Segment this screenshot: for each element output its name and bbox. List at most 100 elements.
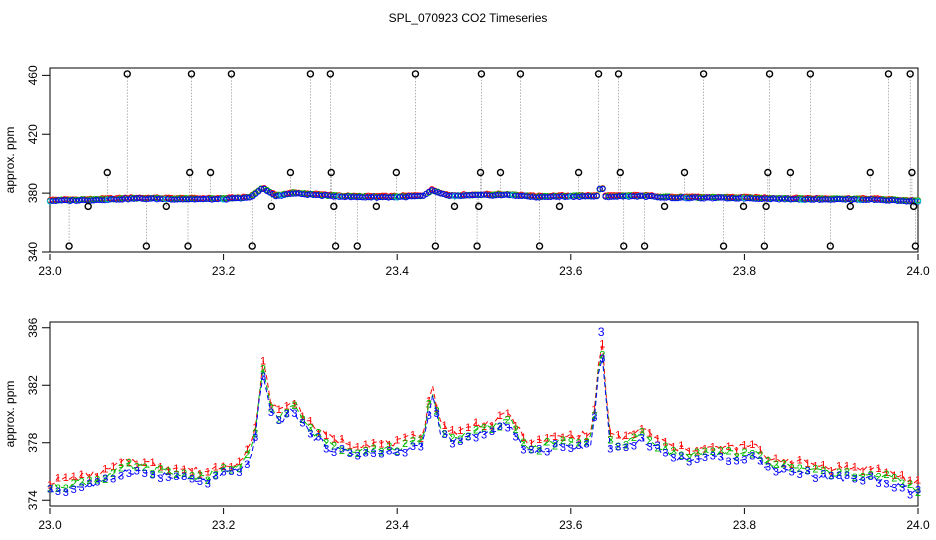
series-3-point — [894, 197, 901, 205]
series-3-marker: 3 — [157, 473, 163, 485]
outlier-point — [123, 70, 131, 78]
series-2-marker: 2 — [134, 461, 140, 473]
series-3-point — [527, 193, 534, 200]
series-3-marker: 3 — [363, 448, 369, 460]
series-3-point — [695, 194, 702, 201]
series-3-point — [475, 191, 482, 199]
series-3-point — [333, 193, 340, 200]
series-2-marker: 2 — [63, 483, 69, 495]
outlier-point — [431, 242, 440, 250]
series-1-marker: 1 — [907, 475, 913, 487]
series-2-marker: 2 — [576, 438, 582, 450]
series-1-marker: 1 — [323, 430, 329, 442]
series-3-marker: 3 — [284, 408, 290, 420]
series-3-point — [133, 195, 140, 202]
series-3-marker: 3 — [110, 474, 116, 486]
series-3-point — [813, 195, 820, 202]
series-1-marker: 1 — [221, 461, 227, 473]
bottom-x-tick-label: 23.6 — [559, 518, 583, 532]
series-3-point — [156, 195, 164, 202]
series-3-marker: 3 — [355, 450, 361, 462]
top-x-tick-label: 24.0 — [906, 264, 930, 278]
series-2-marker: 2 — [820, 465, 826, 477]
series-3-point — [405, 193, 412, 200]
series-3-marker: 3 — [441, 429, 447, 441]
outlier-point — [826, 242, 835, 250]
outlier-point — [331, 242, 340, 250]
series-3-point — [657, 194, 664, 201]
series-3-point — [906, 198, 913, 205]
series-3-point — [122, 195, 129, 202]
series-3-point — [504, 191, 511, 198]
series-3-point — [903, 198, 910, 205]
series-1-marker: 1 — [252, 422, 258, 434]
series-2-marker: 2 — [844, 466, 850, 478]
series-3-point — [211, 195, 219, 203]
outlier-point — [866, 168, 874, 177]
series-3-point — [830, 196, 838, 203]
series-3-point — [307, 191, 314, 198]
series-3-point — [651, 193, 658, 200]
series-3-point — [408, 193, 415, 200]
series-3-point — [414, 192, 421, 200]
series-1-marker: 1 — [615, 429, 621, 441]
series-3-point — [666, 194, 673, 201]
series-1-marker: 1 — [852, 462, 858, 474]
series-2-marker: 2 — [457, 434, 463, 446]
series-1-marker: 1 — [347, 440, 353, 452]
series-3-point — [70, 196, 77, 204]
series-3-point — [776, 196, 783, 203]
series-2-marker: 2 — [142, 462, 148, 474]
outlier-point — [248, 242, 256, 250]
outlier-point — [909, 202, 918, 211]
series-1-marker: 1 — [647, 427, 653, 439]
series-3-point — [839, 196, 846, 203]
series-1-marker: 1 — [702, 443, 708, 455]
series-2-marker: 2 — [86, 475, 92, 487]
series-3-marker: 3 — [749, 451, 755, 463]
outlier-point — [535, 242, 544, 250]
series-3-marker: 3 — [481, 429, 487, 441]
series-1-marker: 1 — [355, 442, 361, 454]
series-3-point — [431, 188, 438, 195]
series-2-marker: 2 — [410, 435, 416, 447]
series-3-point — [295, 190, 302, 197]
series-2-marker: 2 — [741, 447, 747, 459]
series-2-marker: 2 — [726, 446, 732, 458]
series-3-point — [258, 185, 265, 193]
series-3-point — [171, 196, 178, 203]
series-3-marker: 3 — [449, 438, 455, 450]
series-3-marker: 3 — [197, 476, 203, 488]
series-3-point — [729, 194, 736, 202]
series-2-marker: 2 — [639, 426, 645, 438]
series-3-point — [738, 194, 745, 201]
series-3-point — [469, 191, 476, 199]
series-3-point — [524, 193, 531, 200]
series-3-point — [376, 193, 383, 201]
series-3-marker: 3 — [86, 478, 92, 490]
series-3-marker: 3 — [868, 471, 874, 483]
outlier-point — [227, 70, 236, 78]
outlier-point — [475, 202, 483, 211]
series-2-marker: 2 — [157, 463, 163, 475]
series-3-marker: 3 — [773, 467, 779, 479]
series-3-marker: 3 — [307, 428, 313, 440]
series-1-marker: 1 — [883, 467, 889, 479]
outlier-point — [574, 168, 583, 177]
series-3-marker: 3 — [726, 456, 732, 468]
series-3-point — [203, 195, 210, 202]
series-3-point — [752, 195, 760, 202]
series-1-marker: 1 — [536, 434, 542, 446]
series-3-point — [165, 195, 172, 202]
series-3-point — [399, 193, 407, 200]
series-3-point — [634, 193, 641, 200]
series-3-marker: 3 — [426, 410, 432, 422]
series-3-point — [127, 195, 135, 202]
series-3-point — [226, 195, 233, 202]
series-3-marker: 3 — [852, 474, 858, 486]
series-2-marker: 2 — [110, 468, 116, 480]
outlier-point — [699, 70, 708, 78]
series-3-point — [64, 197, 71, 204]
series-1-marker: 1 — [268, 400, 274, 412]
series-2-marker: 2 — [647, 435, 653, 447]
